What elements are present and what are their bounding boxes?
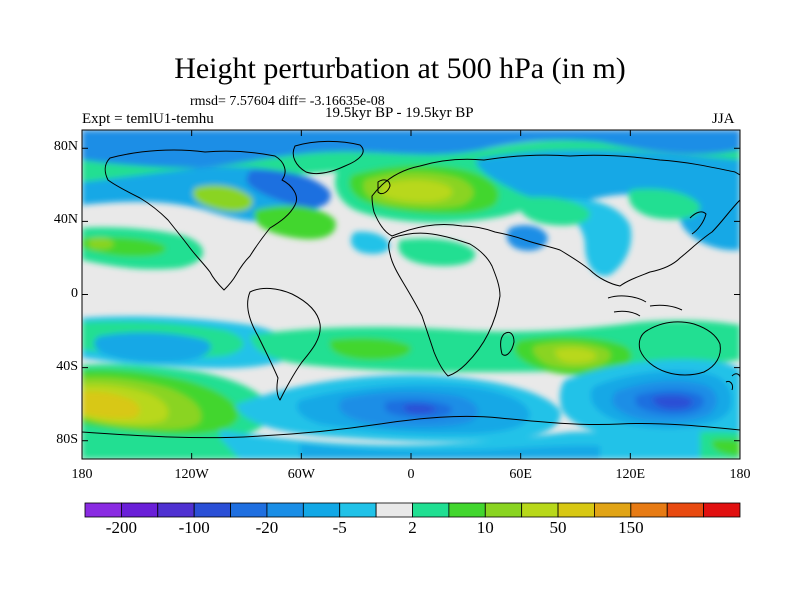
season-label: JJA	[712, 111, 735, 127]
field-patch	[82, 391, 140, 419]
colorbar-label: 10	[476, 518, 494, 537]
lon-tick-label: 120E	[615, 467, 646, 482]
experiment-label: Expt = temlU1-temhu	[82, 111, 214, 127]
field-patch	[246, 169, 331, 209]
colorbar-swatch	[375, 502, 413, 518]
colorbar-swatch	[703, 502, 741, 518]
colorbar-label: -200	[105, 518, 137, 537]
field-patch	[403, 404, 436, 414]
colorbar-swatch	[484, 502, 523, 518]
field-patch	[192, 185, 253, 212]
lon-tick-label: 60W	[287, 467, 315, 482]
field-patch	[555, 347, 597, 363]
colorbar-label: 150	[618, 518, 644, 537]
field-patch	[330, 338, 411, 360]
coast-eurasia	[371, 154, 740, 287]
field-patch	[640, 326, 740, 353]
colorbar-label: -100	[178, 518, 210, 537]
lon-tick-label: 0	[407, 467, 415, 482]
lon-tick-label: 120W	[174, 467, 209, 482]
field-patch	[82, 130, 740, 169]
field-patch	[82, 432, 240, 459]
coast-australia	[638, 321, 721, 376]
colorbar-swatch	[557, 502, 595, 518]
coast-north-america	[104, 149, 297, 291]
colorbar-swatch	[84, 502, 122, 518]
coast-uk	[377, 179, 391, 195]
field-patch	[88, 237, 114, 250]
colorbar-swatch	[120, 502, 159, 518]
contour-fill	[82, 130, 740, 459]
field-patch	[300, 444, 600, 459]
field-patch	[712, 439, 740, 456]
colorbar-swatch	[594, 502, 632, 518]
coastlines	[82, 140, 740, 439]
field-patch	[506, 225, 548, 251]
field-patch	[628, 188, 701, 220]
lat-tick-label: 0	[71, 285, 78, 301]
field-patch	[518, 196, 591, 226]
colorbar	[84, 502, 741, 518]
coast-africa	[388, 232, 501, 377]
coast-greenland	[292, 140, 364, 175]
field-patch	[350, 231, 390, 254]
stats-label: rmsd= 7.57604 diff= -3.16635e-08	[190, 94, 385, 109]
colorbar-swatch	[266, 502, 304, 518]
lat-tick-label: 40S	[56, 358, 78, 374]
colorbar-swatch	[193, 502, 231, 518]
colorbar-swatch	[448, 502, 486, 518]
coast-madagascar	[500, 331, 515, 356]
field-patch	[398, 238, 476, 266]
colorbar-label: 50	[549, 518, 567, 537]
period-label: 19.5kyr BP - 19.5kyr BP	[325, 105, 474, 121]
lon-tick-label: 180	[729, 467, 751, 482]
field-patch	[94, 332, 211, 363]
colorbar-label: -20	[255, 518, 279, 537]
coast-japan	[689, 211, 707, 235]
coast-antarctica	[82, 415, 740, 439]
field-patch	[254, 205, 336, 240]
colorbar-swatch	[630, 502, 668, 518]
colorbar-swatch	[521, 502, 559, 518]
lat-tick-label: 40N	[53, 212, 78, 228]
colorbar-swatch	[339, 502, 377, 518]
lat-tick-label: 80S	[56, 431, 78, 447]
coast-south-america	[247, 287, 321, 401]
colorbar-swatch	[302, 502, 341, 518]
coast-indonesia	[607, 295, 683, 317]
colorbar-swatch	[412, 502, 450, 518]
colorbar-label: -5	[332, 518, 347, 537]
colorbar-swatch	[157, 502, 195, 518]
colorbar-label: 2	[408, 518, 417, 537]
colorbar-swatch	[666, 502, 705, 518]
field-patch	[652, 395, 693, 409]
page-title: Height perturbation at 500 hPa (in m)	[174, 52, 626, 85]
colorbar-swatch	[230, 502, 268, 518]
lon-tick-label: 180	[71, 467, 93, 482]
field-patch	[380, 179, 453, 203]
lon-tick-label: 60E	[509, 467, 532, 482]
axis-ticks	[81, 130, 741, 459]
lat-tick-label: 80N	[53, 139, 78, 155]
map-panel	[82, 130, 740, 459]
